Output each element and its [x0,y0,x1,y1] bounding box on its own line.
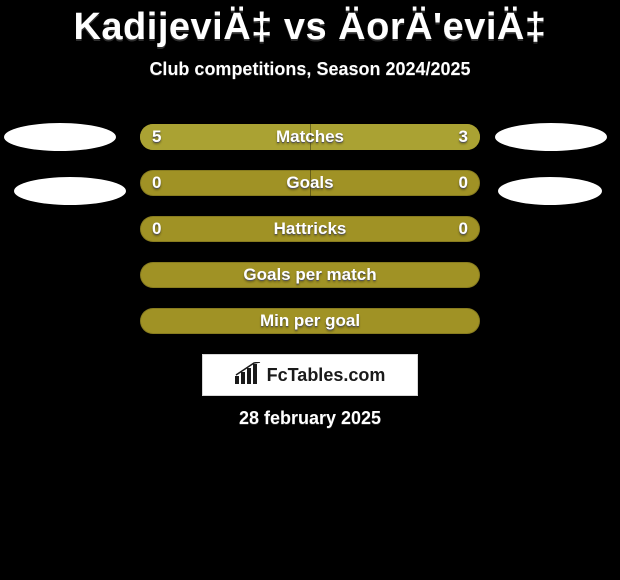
comparison-infographic: KadijeviÄ‡ vs ÄorÄ'eviÄ‡ Club competitio… [0,0,620,580]
stat-label: Goals per match [140,262,480,288]
stat-label: Hattricks [140,216,480,242]
stat-label: Min per goal [140,308,480,334]
side-ellipse [14,177,126,205]
page-subtitle: Club competitions, Season 2024/2025 [0,59,620,80]
side-ellipse [4,123,116,151]
stat-row: Min per goal [140,308,480,334]
stat-row: Goals per match [140,262,480,288]
stat-row: 53Matches [140,124,480,150]
logo-text: FcTables.com [267,365,386,386]
stat-label: Goals [140,170,480,196]
page-title: KadijeviÄ‡ vs ÄorÄ'eviÄ‡ [0,0,620,49]
chart-icon [235,362,261,389]
stat-row: 00Hattricks [140,216,480,242]
stat-row: 00Goals [140,170,480,196]
side-ellipse [498,177,602,205]
date-label: 28 february 2025 [0,408,620,429]
side-ellipse [495,123,607,151]
stat-label: Matches [140,124,480,150]
logo-box: FcTables.com [202,354,418,396]
stat-rows: 53Matches 00Goals 00Hattricks Goals per mat… [140,124,480,354]
